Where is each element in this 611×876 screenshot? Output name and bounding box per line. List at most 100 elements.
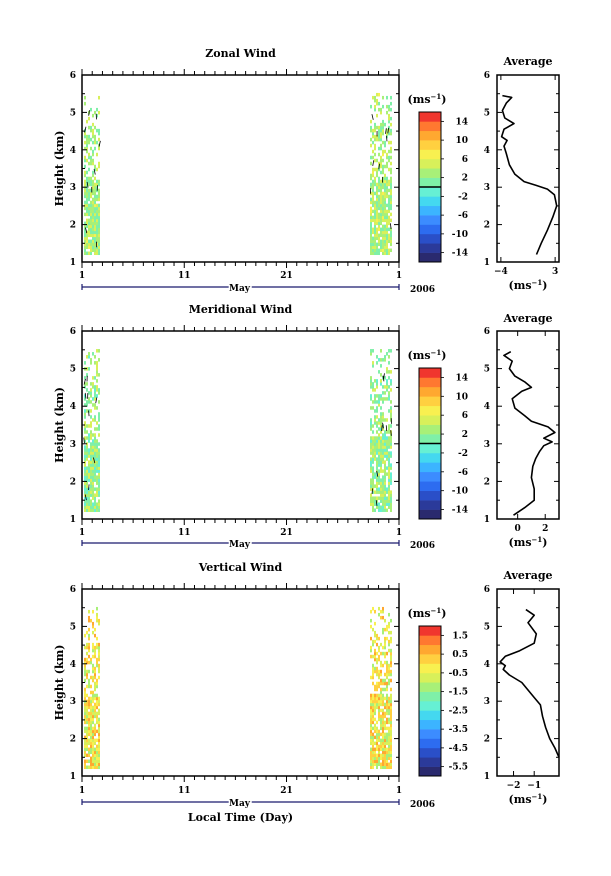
- data-cell: [84, 729, 86, 734]
- data-cell: [370, 648, 372, 653]
- data-cell: [94, 747, 96, 752]
- data-cell: [374, 206, 376, 211]
- data-cell: [84, 95, 86, 100]
- data-cell: [84, 687, 86, 692]
- data-cell: [384, 212, 386, 217]
- data-cell: [84, 738, 86, 743]
- data-cell: [98, 702, 100, 707]
- data-cell: [390, 454, 392, 458]
- data-cell: [86, 765, 88, 770]
- data-cell: [382, 427, 384, 431]
- data-cell: [376, 101, 378, 106]
- data-cell: [388, 206, 390, 211]
- data-cell: [386, 224, 388, 229]
- data-cell: [374, 146, 376, 151]
- data-cell: [380, 430, 382, 434]
- data-cell: [86, 251, 88, 256]
- data-cell: [376, 759, 378, 764]
- data-cell: [370, 248, 372, 253]
- data-cell: [90, 209, 92, 214]
- data-cell: [92, 185, 94, 190]
- data-cell: [92, 708, 94, 713]
- data-cell: [98, 759, 100, 764]
- data-cell: [96, 660, 98, 665]
- data-cell: [372, 406, 374, 410]
- data-cell: [386, 352, 388, 356]
- data-cell: [376, 505, 378, 509]
- data-cell: [92, 645, 94, 650]
- data-cell: [388, 128, 390, 133]
- data-cell: [386, 230, 388, 235]
- data-cell: [98, 388, 100, 392]
- profile-x-axis-label: (ms−1): [508, 792, 547, 806]
- data-cell: [88, 705, 90, 710]
- data-cell: [86, 194, 88, 199]
- data-cell: [372, 490, 374, 494]
- data-cell: [372, 155, 374, 160]
- data-cell: [92, 418, 94, 422]
- data-cell: [96, 128, 98, 133]
- data-cell: [98, 457, 100, 461]
- data-cell: [386, 221, 388, 226]
- data-cell: [84, 394, 86, 398]
- data-cell: [386, 756, 388, 761]
- data-cell: [94, 224, 96, 229]
- data-cell: [374, 182, 376, 187]
- data-cell: [390, 239, 392, 244]
- data-cell: [98, 756, 100, 761]
- data-cell: [390, 179, 392, 184]
- data-cell: [92, 203, 94, 208]
- month-label: May: [229, 284, 251, 294]
- data-cell: [98, 487, 100, 491]
- data-cell: [84, 439, 86, 443]
- data-cell: [380, 415, 382, 419]
- data-cell: [380, 379, 382, 383]
- data-cell: [88, 609, 90, 614]
- data-cell: [84, 242, 86, 247]
- data-cell: [90, 472, 92, 476]
- data-cell: [388, 394, 390, 398]
- data-cell: [370, 119, 372, 124]
- data-cell: [374, 122, 376, 127]
- data-cell: [372, 672, 374, 677]
- data-cell: [390, 463, 392, 467]
- data-cell: [382, 765, 384, 770]
- data-cell: [388, 149, 390, 154]
- data-cell: [376, 209, 378, 214]
- data-cell: [388, 355, 390, 359]
- data-cell: [370, 738, 372, 743]
- colorbar-unit: (ms−1): [407, 92, 446, 106]
- data-cell: [94, 197, 96, 202]
- data-cell: [84, 481, 86, 485]
- data-cell: [390, 436, 392, 440]
- data-cell: [86, 466, 88, 470]
- data-cell: [390, 735, 392, 740]
- data-cell: [90, 457, 92, 461]
- data-cell: [84, 170, 86, 175]
- data-cell: [386, 750, 388, 755]
- data-cell: [372, 699, 374, 704]
- colorbar-swatch: [419, 121, 441, 132]
- data-cell: [380, 741, 382, 746]
- data-cell: [84, 663, 86, 668]
- data-cell: [96, 693, 98, 698]
- profile-y-tick-label: 5: [484, 108, 490, 118]
- data-cell: [84, 155, 86, 160]
- data-cell: [90, 176, 92, 181]
- data-cell: [98, 469, 100, 473]
- data-cell: [90, 744, 92, 749]
- data-cell: [382, 164, 384, 169]
- data-cell: [378, 454, 380, 458]
- data-cell: [384, 179, 386, 184]
- data-cell: [372, 762, 374, 767]
- data-cell: [378, 696, 380, 701]
- data-cell: [96, 388, 98, 392]
- data-cell: [384, 376, 386, 380]
- data-cell: [370, 493, 372, 497]
- data-cell: [376, 137, 378, 142]
- data-cell: [384, 230, 386, 235]
- data-cell: [384, 487, 386, 491]
- data-cell: [86, 170, 88, 175]
- data-cell: [90, 684, 92, 689]
